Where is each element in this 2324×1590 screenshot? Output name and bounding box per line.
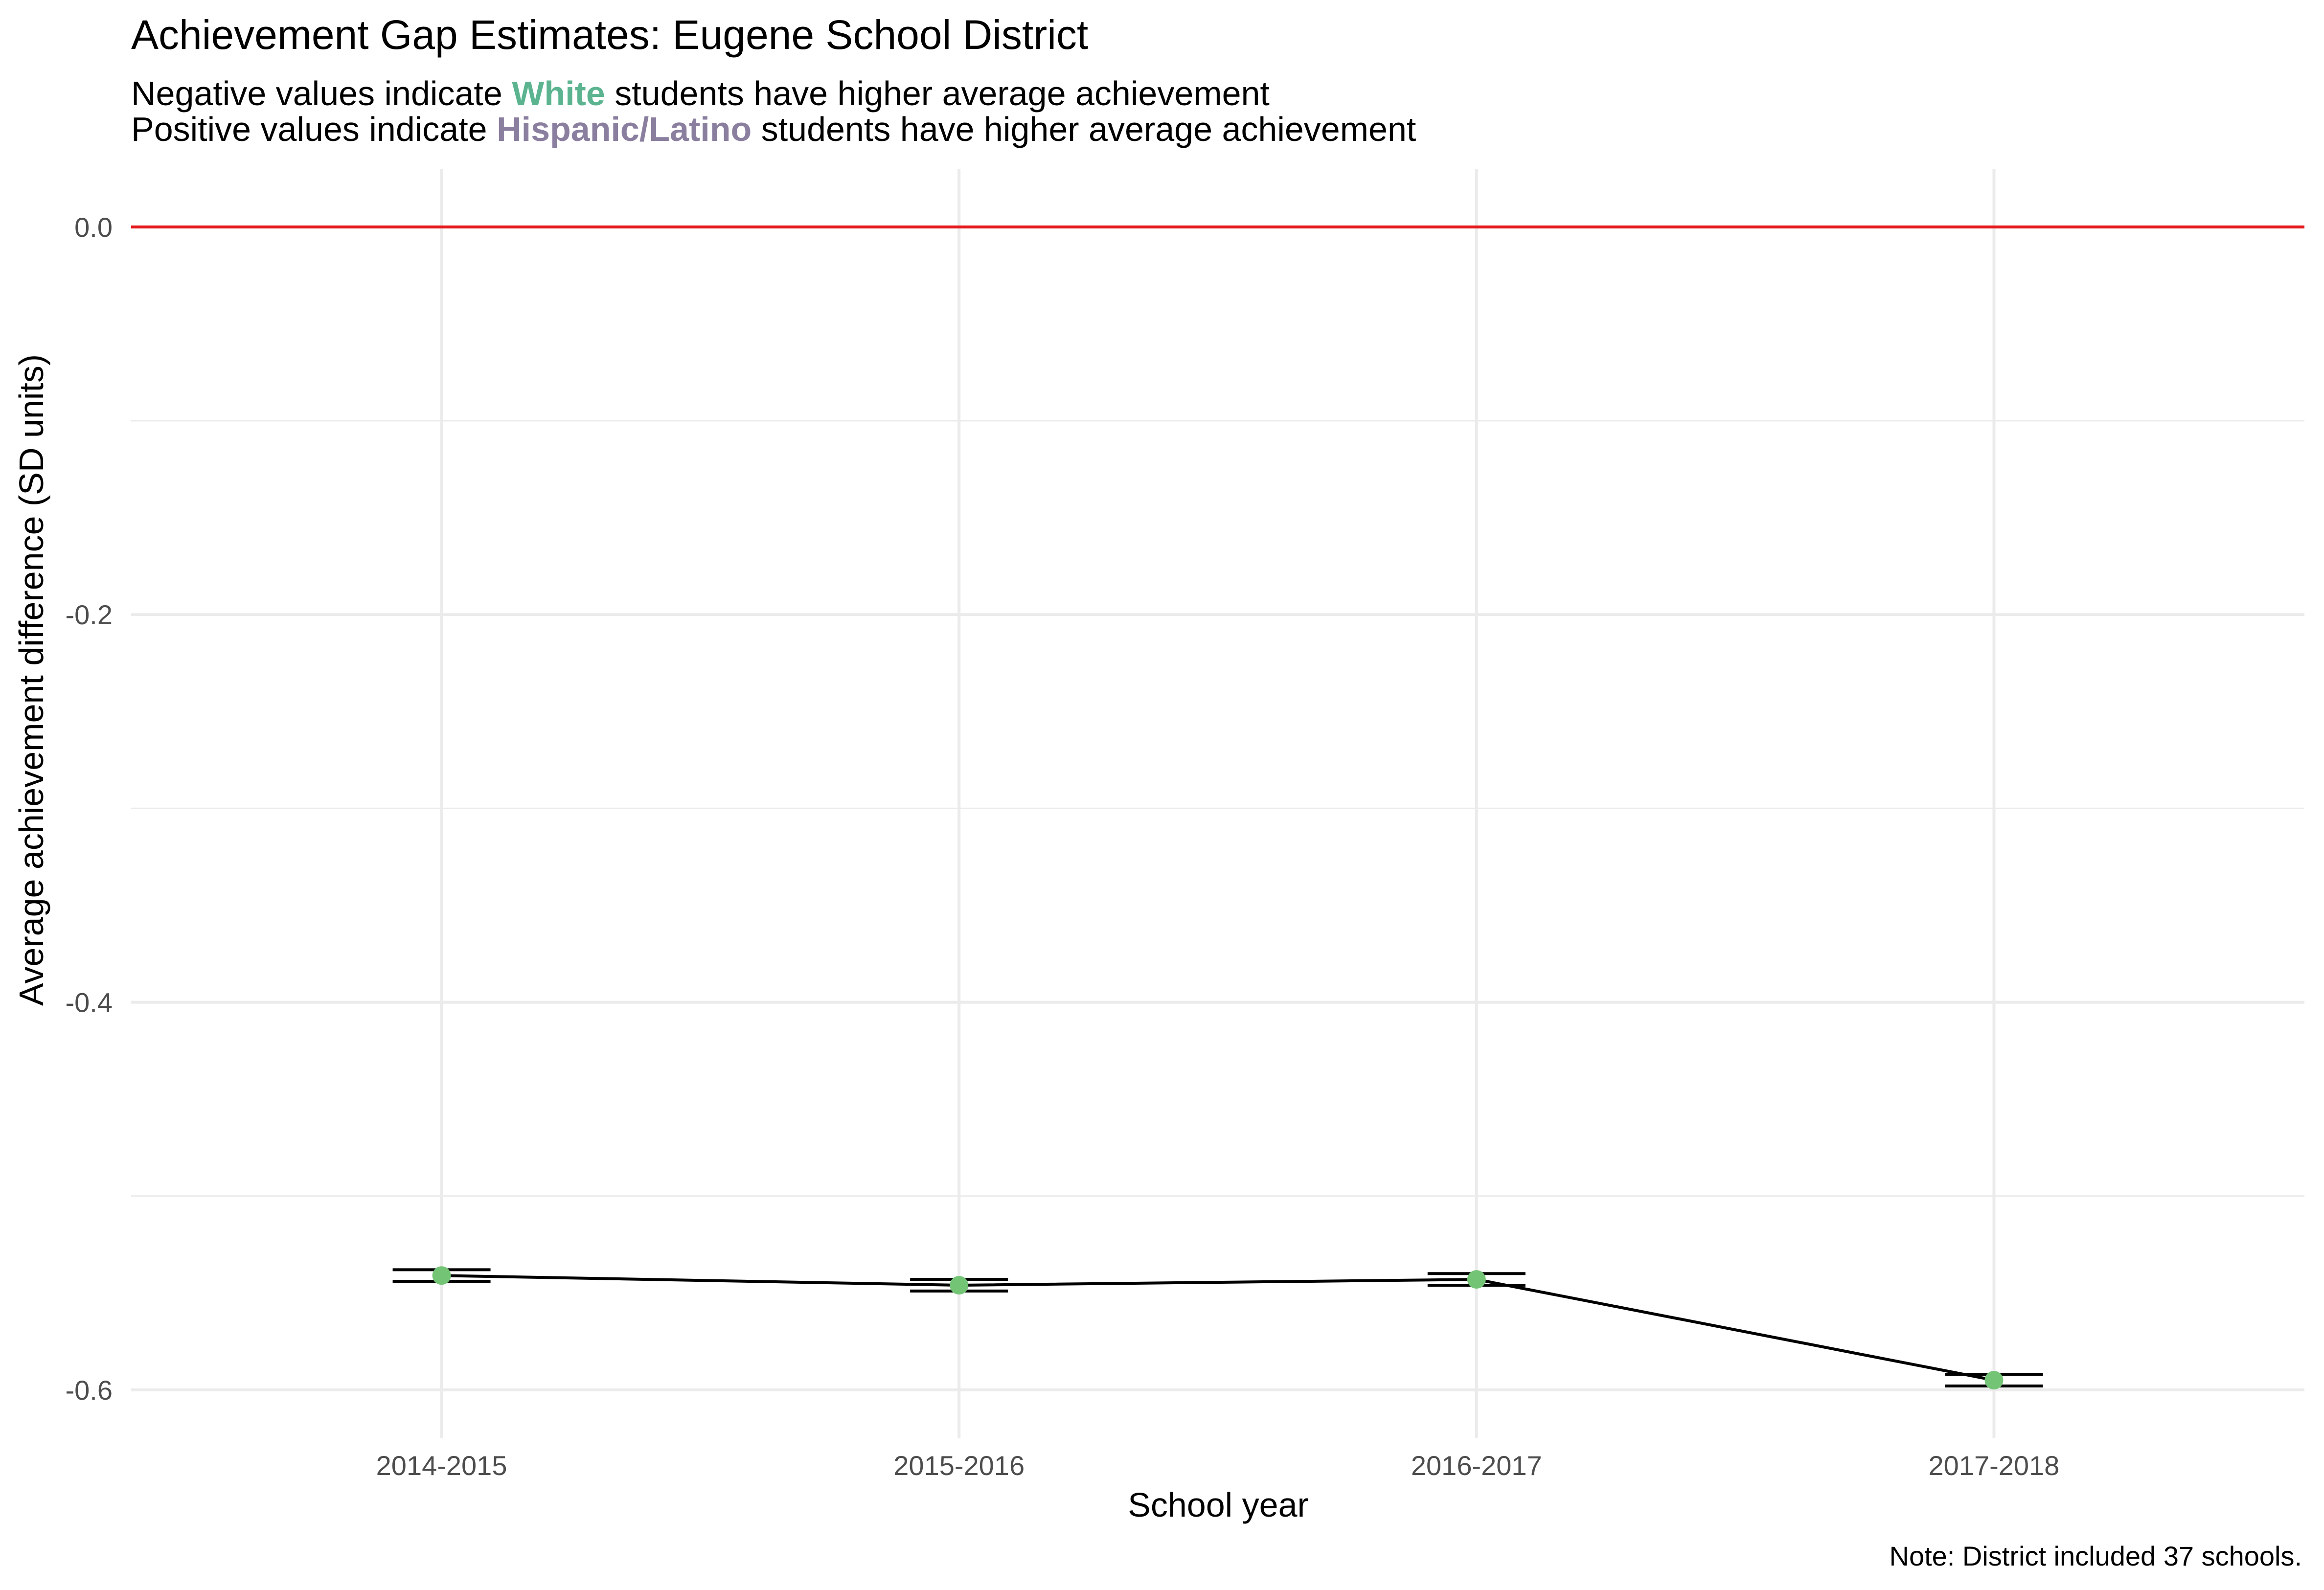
subtitle-1-highlight: White [512,74,605,113]
x-tick-label: 2017-2018 [1929,1450,2060,1481]
series-layer [392,1266,2043,1390]
subtitle-1-prefix: Negative values indicate [131,74,512,113]
subtitle-line-2: Positive values indicate Hispanic/Latino… [131,110,1416,148]
x-axis-title: School year [1128,1486,1309,1524]
y-tick-label: -0.4 [66,987,113,1018]
y-tick-label: 0.0 [74,212,113,243]
x-tick-label: 2015-2016 [893,1450,1025,1481]
subtitle-2-suffix: students have higher average achievement [752,110,1416,148]
x-tick-label: 2014-2015 [376,1450,507,1481]
x-tick-label: 2016-2017 [1411,1450,1542,1481]
subtitle-2-prefix: Positive values indicate [131,110,497,148]
caption-note: Note: District included 37 schools. [1890,1541,2302,1571]
y-tick-label: -0.6 [66,1375,113,1406]
data-point [432,1266,451,1285]
subtitle-line-1: Negative values indicate White students … [131,74,1270,113]
data-point [1467,1270,1486,1289]
chart-title: Achievement Gap Estimates: Eugene School… [131,12,1088,58]
y-tick-labels: 0.0 -0.2 -0.4 -0.6 [66,212,113,1406]
subtitle-2-highlight: Hispanic/Latino [497,110,752,148]
data-point [950,1276,969,1295]
y-tick-label: -0.2 [66,599,113,630]
data-point [1984,1371,2004,1390]
y-axis-title: Average achievement difference (SD units… [12,354,50,1006]
subtitle-1-suffix: students have higher average achievement [605,74,1270,113]
series-line [441,1274,1995,1382]
x-tick-labels: 2014-2015 2015-2016 2016-2017 2017-2018 [376,1450,2060,1481]
